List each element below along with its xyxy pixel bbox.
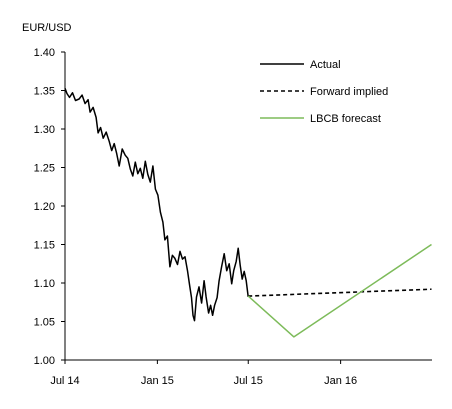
legend-label-1: Actual	[310, 59, 341, 71]
legend: Actual Forward implied LBCB forecast	[260, 59, 388, 125]
series-line-3	[247, 243, 432, 338]
x-tick-label: Jul 15	[234, 375, 263, 387]
axes: 1.00 1.05 1.10 1.15 1.20 1.25 1.30 1.35 1.40 Jul …	[34, 47, 432, 387]
legend-label-3: LBCB forecast	[310, 113, 381, 125]
y-tick-label: 1.35	[34, 86, 55, 98]
y-axis-title: EUR/USD	[22, 22, 72, 34]
x-tick-label: Jan 15	[141, 375, 174, 387]
legend-label-2: Forward implied	[310, 86, 388, 98]
series-layer	[64, 87, 432, 338]
series-line-2	[248, 288, 432, 297]
x-tick-label: Jan 16	[324, 375, 357, 387]
x-tick-label: Jul 14	[50, 375, 79, 387]
y-tick-label: 1.20	[34, 201, 55, 213]
series-line-1	[64, 87, 249, 322]
y-tick-label: 1.05	[34, 317, 55, 329]
y-tick-label: 1.00	[34, 355, 55, 367]
y-tick-label: 1.40	[34, 47, 55, 59]
y-tick-label: 1.15	[34, 240, 55, 252]
y-tick-label: 1.25	[34, 163, 55, 175]
y-tick-label: 1.30	[34, 124, 55, 136]
y-tick-label: 1.10	[34, 278, 55, 290]
